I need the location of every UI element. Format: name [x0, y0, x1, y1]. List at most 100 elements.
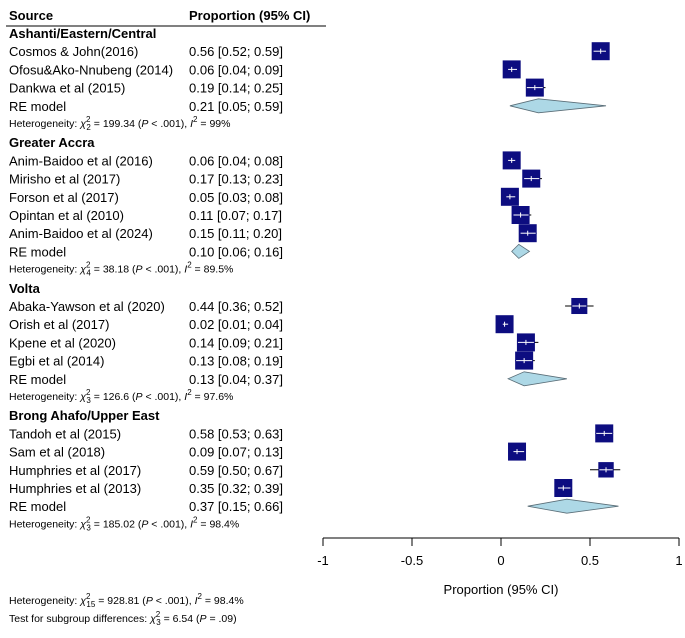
p-symbol: P	[136, 391, 143, 403]
heterogeneity-prefix: Heterogeneity:	[9, 595, 80, 607]
re-model-label: RE model	[9, 499, 66, 514]
i-squared-superscript: 2	[187, 261, 192, 270]
i-squared-symbol: I	[195, 595, 198, 607]
i-squared-superscript: 2	[187, 388, 192, 397]
study-estimate: 0.58 [0.53; 0.63]	[189, 426, 283, 441]
i-squared-symbol: I	[190, 518, 193, 530]
re-model-estimate: 0.10 [0.06; 0.16]	[189, 244, 283, 259]
group-title: Brong Ahafo/Upper East	[9, 408, 160, 423]
x-tick-label: 1	[675, 553, 682, 568]
re-model-label: RE model	[9, 99, 66, 114]
re-model-label: RE model	[9, 372, 66, 387]
re-model-estimate: 0.13 [0.04; 0.37]	[189, 372, 283, 387]
chi-subscript: 3	[86, 396, 91, 405]
chi-symbol: χ	[79, 595, 86, 607]
re-model-label: RE model	[9, 244, 66, 259]
summary-diamond	[507, 371, 567, 387]
p-value: < .001),	[153, 595, 195, 607]
study-label: Anim-Baidoo et al (2016)	[9, 153, 153, 168]
study-label: Kpene et al (2020)	[9, 335, 116, 350]
chi-subscript: 3	[156, 618, 161, 627]
chi-symbol: χ	[79, 518, 86, 530]
group-heterogeneity: Heterogeneity: χ2 3 = 185.02 (P < .001), …	[9, 515, 239, 532]
p-symbol: P	[136, 264, 143, 276]
study-estimate: 0.44 [0.36; 0.52]	[189, 299, 283, 314]
chi-superscript: 2	[86, 592, 91, 601]
overall-heterogeneity: Heterogeneity: χ2 15 = 928.81 (P < .001),…	[9, 592, 244, 609]
header-source: Source	[9, 8, 53, 23]
x-tick-label: -1	[317, 553, 329, 568]
chi-superscript: 2	[86, 115, 91, 124]
group-title: Volta	[9, 281, 41, 296]
re-model-estimate: 0.21 [0.05; 0.59]	[189, 99, 283, 114]
chi-superscript: 2	[86, 515, 91, 524]
p-value: < .001),	[148, 118, 190, 130]
study-label: Orish et al (2017)	[9, 317, 109, 332]
i-squared-value: = 98.4%	[202, 595, 244, 607]
heterogeneity-prefix: Heterogeneity:	[9, 391, 80, 403]
group-title: Ashanti/Eastern/Central	[9, 26, 156, 41]
chi-symbol: χ	[149, 613, 156, 625]
group-heterogeneity: Heterogeneity: χ2 2 = 199.34 (P < .001), …	[9, 115, 230, 132]
chi-superscript: 2	[86, 388, 91, 397]
study-label: Cosmos & John(2016)	[9, 44, 138, 59]
i-squared-superscript: 2	[193, 115, 198, 124]
group-heterogeneity: Heterogeneity: χ2 3 = 126.6 (P < .001), I…	[9, 388, 233, 405]
study-label: Mirisho et al (2017)	[9, 172, 120, 187]
p-value: < .001),	[148, 518, 190, 530]
summary-diamond	[527, 498, 619, 514]
p-value: < .001),	[143, 264, 185, 276]
study-label: Tandoh et al (2015)	[9, 426, 121, 441]
statistic-value: = 928.81 (	[95, 595, 146, 607]
group-heterogeneity: Heterogeneity: χ 2 4 = 38.18 (P < .001), I…	[9, 261, 233, 278]
statistic-value: = 38.18 (	[91, 264, 136, 276]
study-label: Abaka-Yawson et al (2020)	[9, 299, 165, 314]
x-tick-label: 0.5	[581, 553, 599, 568]
x-tick-label: -0.5	[401, 553, 423, 568]
chi-symbol: χ	[79, 264, 86, 276]
heterogeneity-prefix: Heterogeneity:	[9, 264, 80, 276]
chi-subscript: 2	[86, 123, 91, 132]
heterogeneity-prefix: Heterogeneity:	[9, 518, 80, 530]
p-value: = .09)	[207, 613, 237, 625]
subgroup-test: Test for subgroup differences: χ2 3 = 6.5…	[9, 610, 237, 627]
header-estimate: Proportion (95% CI)	[189, 8, 310, 23]
study-label: Sam et al (2018)	[9, 445, 105, 460]
x-axis-label: Proportion (95% CI)	[444, 582, 559, 597]
chi-superscript: 2	[156, 610, 161, 619]
x-tick-label: 0	[497, 553, 504, 568]
study-estimate: 0.13 [0.08; 0.19]	[189, 354, 283, 369]
summary-diamond	[509, 98, 607, 114]
study-estimate: 0.06 [0.04; 0.09]	[189, 62, 283, 77]
study-label: Anim-Baidoo et al (2024)	[9, 226, 153, 241]
chi-symbol: χ	[79, 391, 86, 403]
study-label: Opintan et al (2010)	[9, 208, 124, 223]
statistic-value: = 199.34 (	[91, 118, 142, 130]
statistic-value: = 185.02 (	[91, 518, 142, 530]
i-squared-symbol: I	[190, 118, 193, 130]
p-value: < .001),	[143, 391, 185, 403]
i-squared-value: = 99%	[197, 118, 230, 130]
study-label: Forson et al (2017)	[9, 190, 119, 205]
p-symbol: P	[200, 613, 207, 625]
chi-subscript: 4	[86, 269, 91, 278]
study-label: Ofosu&Ako-Nnubeng (2014)	[9, 62, 173, 77]
heterogeneity-prefix: Heterogeneity:	[9, 118, 80, 130]
i-squared-value: = 97.6%	[192, 391, 234, 403]
study-estimate: 0.35 [0.32; 0.39]	[189, 481, 283, 496]
study-estimate: 0.19 [0.14; 0.25]	[189, 81, 283, 96]
heterogeneity-prefix: Test for subgroup differences:	[9, 613, 150, 625]
i-squared-symbol: I	[184, 264, 187, 276]
re-model-estimate: 0.37 [0.15; 0.66]	[189, 499, 283, 514]
study-estimate: 0.06 [0.04; 0.08]	[189, 153, 283, 168]
statistic-value: = 126.6 (	[91, 391, 136, 403]
p-symbol: P	[141, 118, 148, 130]
p-symbol: P	[141, 518, 148, 530]
i-squared-symbol: I	[184, 391, 187, 403]
i-squared-superscript: 2	[193, 515, 198, 524]
study-label: Dankwa et al (2015)	[9, 81, 125, 96]
summary-diamond	[511, 243, 531, 259]
group-title: Greater Accra	[9, 135, 95, 150]
i-squared-superscript: 2	[197, 592, 202, 601]
